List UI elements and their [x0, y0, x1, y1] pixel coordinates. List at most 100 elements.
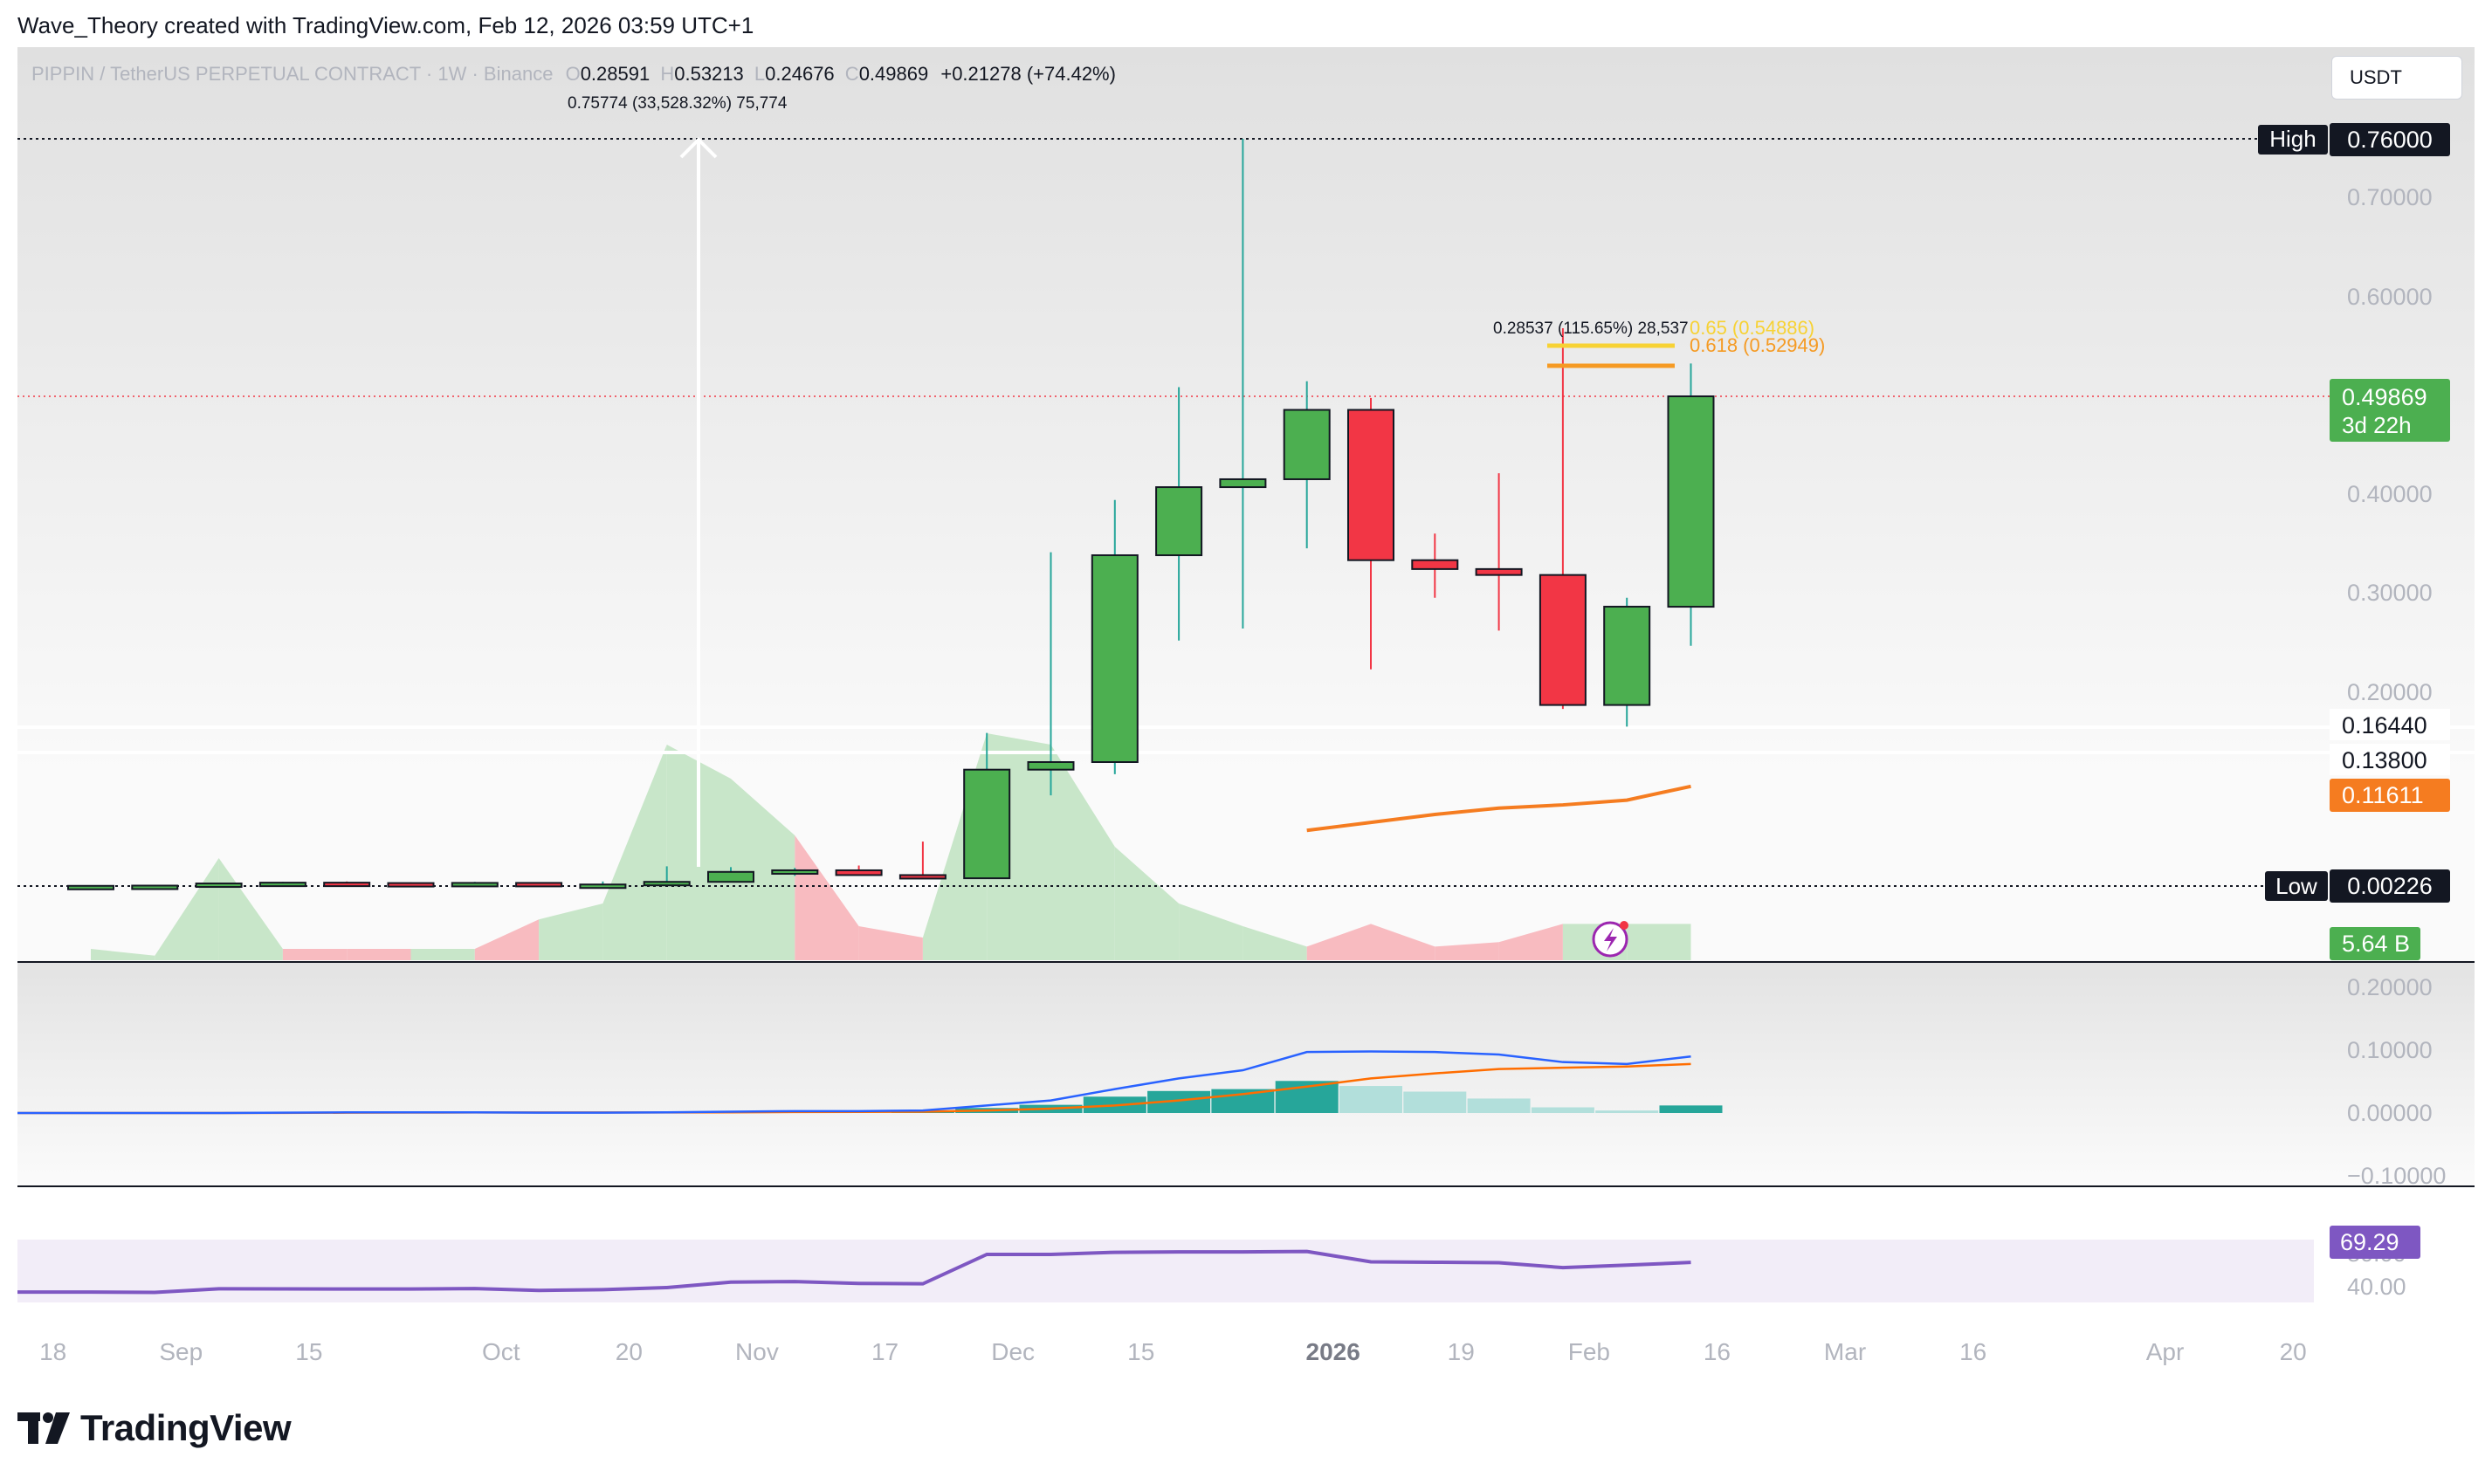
x-tick-label: Feb — [1568, 1338, 1610, 1365]
legend-line: PIPPIN / TetherUS PERPETUAL CONTRACT · 1… — [31, 63, 1116, 86]
volume-badge: 5.64 B — [2330, 927, 2420, 960]
candle-body — [1283, 409, 1331, 480]
macd-indicator — [17, 1050, 1723, 1115]
candles[interactable] — [67, 139, 1715, 890]
legend-h-label: H — [660, 63, 675, 85]
legend-l-label: L — [754, 63, 766, 85]
x-tick-label: Mar — [1824, 1338, 1866, 1365]
candle-body — [515, 882, 563, 888]
x-tick-label: 19 — [1448, 1338, 1475, 1365]
volume-segment — [602, 745, 667, 960]
candle-body — [1475, 567, 1523, 576]
x-tick-label: 2026 — [1306, 1338, 1360, 1365]
low-value: 0.00226 — [2347, 873, 2433, 899]
volume-segment — [474, 919, 540, 960]
candle-body — [1155, 486, 1203, 557]
candle-body — [1091, 554, 1139, 763]
rsi-band — [17, 1240, 2314, 1302]
candle-body — [898, 874, 947, 880]
macd-tick-label: −0.10000 — [2347, 1163, 2446, 1189]
high-value: 0.76000 — [2347, 127, 2433, 153]
tradingview-logo-icon — [17, 1412, 72, 1444]
candle-body — [643, 881, 691, 887]
volume-segment — [1306, 924, 1371, 960]
fib-label-650: 0.65 (0.54886) — [1690, 317, 1814, 339]
candle-body — [963, 768, 1011, 880]
candle-body — [579, 883, 627, 890]
legend-o-label: O — [565, 63, 581, 85]
last-price-value: 0.49869 — [2342, 384, 2427, 410]
x-tick-label: Apr — [2146, 1338, 2185, 1365]
candle-body — [835, 869, 883, 876]
macd-pane-bg — [17, 963, 2475, 1186]
rsi-indicator — [17, 1249, 1691, 1295]
measure-arrow[interactable] — [679, 137, 718, 867]
low-label: Low — [2275, 873, 2317, 899]
ma-badge: 0.11611 — [2330, 779, 2450, 812]
candle-body — [131, 884, 179, 890]
volume-value: 5.64 B — [2342, 931, 2410, 957]
y-tick-label: 0.70000 — [2347, 184, 2433, 210]
volume-segment — [410, 949, 475, 960]
bar-countdown: 3d 22h — [2342, 412, 2412, 438]
axes: 0.70000 0.60000 0.40000 0.30000 0.20000 0.200… — [39, 184, 2446, 1365]
x-tick-label: Sep — [159, 1338, 203, 1365]
candle-body — [707, 870, 754, 883]
x-tick-label: 15 — [295, 1338, 322, 1365]
legend-high: 0.53213 — [674, 63, 744, 85]
volume-segment — [1435, 942, 1499, 960]
moving-average — [1306, 784, 1691, 833]
candle-body — [195, 883, 243, 889]
volume-segment — [539, 903, 603, 960]
candle-body — [387, 882, 435, 888]
tradingview-logo[interactable]: TradingView — [17, 1407, 292, 1449]
candle-body — [323, 882, 371, 888]
candle-body — [258, 882, 306, 888]
high-badge: High 0.76000 — [2258, 123, 2450, 156]
low-badge: Low 0.00226 — [2265, 869, 2450, 903]
x-tick-label: 16 — [1704, 1338, 1731, 1365]
candle-body — [451, 882, 499, 888]
macd-tick-label: 0.20000 — [2347, 974, 2433, 1000]
measure-label-big: 0.75774 (33,528.32%) 75,774 — [568, 94, 788, 113]
time-axis-bg — [17, 1309, 2475, 1379]
x-tick-label: 20 — [616, 1338, 643, 1365]
legend-change: +0.21278 (+74.42%) — [940, 63, 1116, 85]
candle-body — [1667, 395, 1715, 608]
volume-segment — [282, 949, 348, 960]
brand-name: TradingView — [80, 1407, 292, 1448]
macd-tick-label: 0.00000 — [2347, 1100, 2433, 1126]
currency-button[interactable]: USDT — [2331, 56, 2462, 100]
measure-label-small: 0.28537 (115.65%) 28,537 — [1493, 319, 1689, 338]
publish-header: Wave_Theory created with TradingView.com… — [17, 12, 754, 38]
candle-body — [1219, 477, 1267, 489]
macd-histogram-bar — [1595, 1110, 1659, 1113]
candle-body — [1411, 559, 1459, 570]
volume-segment — [1371, 924, 1435, 960]
level-2-value: 0.13800 — [2342, 747, 2427, 773]
x-tick-label: 16 — [1959, 1338, 1986, 1365]
ma-line — [1306, 784, 1691, 833]
level-1-value: 0.16440 — [2342, 712, 2427, 739]
volume-segment — [91, 949, 155, 960]
x-tick-label: 20 — [2280, 1338, 2307, 1365]
legend-open: 0.28591 — [580, 63, 651, 85]
high-label: High — [2269, 126, 2316, 152]
candle-body — [1347, 409, 1394, 561]
x-tick-label: 18 — [39, 1338, 66, 1365]
legend-low: 0.24676 — [765, 63, 835, 85]
macd-tick-label: 0.10000 — [2347, 1037, 2433, 1063]
x-tick-label: Nov — [735, 1338, 779, 1365]
main-pane-bg — [17, 47, 2475, 962]
macd-histogram-bar — [1531, 1107, 1594, 1113]
x-tick-label: 15 — [1127, 1338, 1154, 1365]
fib-label-618: 0.618 (0.52949) — [1690, 334, 1825, 356]
candle-body — [1603, 605, 1651, 706]
y-tick-label: 0.20000 — [2347, 679, 2433, 705]
volume-segment — [1179, 903, 1243, 960]
ma-value: 0.11611 — [2342, 782, 2424, 808]
rsi-line — [17, 1249, 1691, 1295]
legend-symbol[interactable]: PIPPIN / TetherUS PERPETUAL CONTRACT · 1… — [31, 63, 554, 85]
lightning-icon[interactable] — [1592, 921, 1628, 958]
